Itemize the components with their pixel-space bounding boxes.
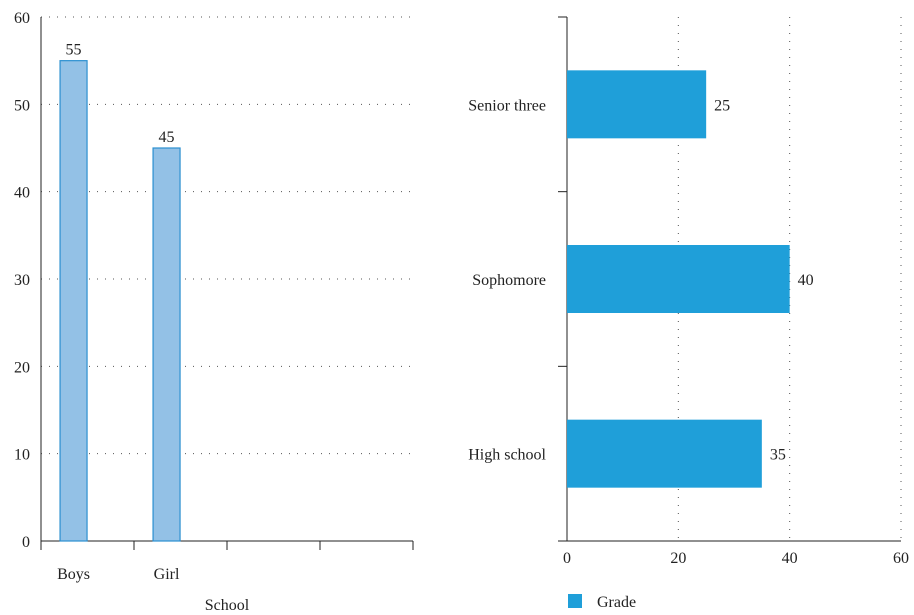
right-bar-value-label: 25 <box>714 97 730 114</box>
legend-label: Grade <box>597 594 636 611</box>
left-y-tick-label: 40 <box>14 185 30 202</box>
right-x-tick-label: 20 <box>670 550 686 567</box>
right-x-tick-labels: 0 20 40 60 <box>563 550 909 567</box>
left-bar <box>59 60 88 542</box>
left-x-axis-label: School <box>205 597 250 614</box>
left-y-tick-label: 60 <box>14 10 30 27</box>
left-y-tick-label: 50 <box>14 97 30 114</box>
left-axes <box>40 17 414 550</box>
right-bar-value-label: 40 <box>798 272 814 289</box>
left-bars: 55 45 <box>59 42 181 542</box>
school-bar-chart: 0 10 20 30 40 50 60 55 45 Boys Girl School <box>14 10 414 614</box>
left-bar-value-label: 45 <box>159 129 175 146</box>
right-category-labels: Senior three Sophomore High school <box>468 97 546 463</box>
right-category-label: High school <box>468 447 546 464</box>
grade-bar-chart: 0 20 40 60 25 40 35 Senior three Sophomore High… <box>468 16 909 611</box>
left-category-label: Girl <box>154 566 180 583</box>
left-y-tick-label: 0 <box>22 534 30 551</box>
right-bar <box>567 419 762 488</box>
left-y-tick-label: 10 <box>14 447 30 464</box>
left-gridlines <box>41 16 413 455</box>
right-x-tick-label: 0 <box>563 550 571 567</box>
left-y-tick-label: 20 <box>14 359 30 376</box>
right-bar-value-label: 35 <box>770 447 786 464</box>
legend-swatch <box>568 594 582 608</box>
right-x-tick-label: 40 <box>782 550 798 567</box>
left-bar-value-label: 55 <box>66 42 82 59</box>
right-category-label: Senior three <box>468 97 546 114</box>
legend: Grade <box>568 594 636 611</box>
left-bar <box>152 147 181 542</box>
left-category-labels: Boys Girl <box>57 566 180 583</box>
left-category-label: Boys <box>57 566 90 583</box>
left-y-tick-labels: 0 10 20 30 40 50 60 <box>14 10 30 551</box>
right-x-tick-label: 60 <box>893 550 909 567</box>
left-y-tick-label: 30 <box>14 272 30 289</box>
right-bar <box>567 245 790 313</box>
right-bars: 25 40 35 <box>567 70 814 488</box>
right-category-label: Sophomore <box>472 272 546 289</box>
right-bar <box>567 70 707 139</box>
